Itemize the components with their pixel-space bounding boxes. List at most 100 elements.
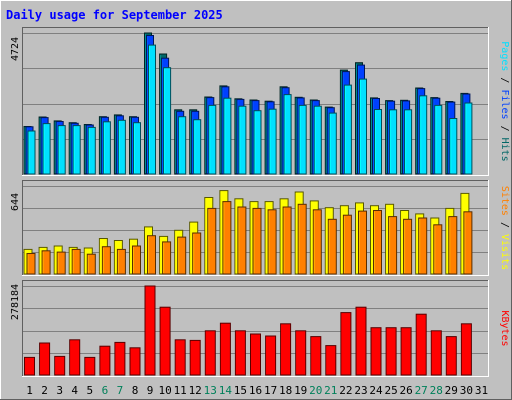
- bar-sites-day-10: [162, 241, 172, 275]
- panel-hits-files-pages: 4724 Pages / Files / Hits: [10, 27, 510, 176]
- legend-entry-sites: Sites: [499, 186, 510, 216]
- bar-kbytes-day-30: [460, 323, 472, 376]
- bar-sites-day-2: [41, 250, 51, 275]
- bar-kbytes-day-26: [400, 327, 412, 376]
- bar-sites-day-27: [418, 217, 428, 275]
- x-tick-label-day-17: 17: [264, 384, 277, 397]
- bar-sites-day-24: [373, 210, 382, 275]
- x-tick-label-day-8: 8: [132, 384, 139, 397]
- bar-pages-day-9: [148, 44, 156, 175]
- bar-sites-day-8: [132, 245, 141, 275]
- x-tick-label-day-1: 1: [26, 384, 33, 397]
- bar-sites-day-5: [86, 253, 96, 275]
- bar-pages-day-12: [193, 119, 202, 175]
- bar-pages-day-24: [374, 109, 382, 175]
- x-tick-label-day-14: 14: [219, 384, 233, 397]
- bar-kbytes-day-27: [415, 313, 427, 376]
- bar-pages-day-25: [389, 109, 398, 175]
- bar-sites-day-29: [448, 216, 458, 275]
- bar-kbytes-day-13: [204, 330, 216, 376]
- bar-sites-day-25: [388, 216, 398, 275]
- x-tick-label-day-29: 29: [445, 384, 458, 397]
- bar-pages-day-28: [434, 104, 443, 175]
- chart-panels: 4724 Pages / Files / Hits 644 Sites / Visit…: [10, 27, 510, 377]
- bar-pages-day-19: [298, 104, 307, 175]
- bar-kbytes-day-21: [325, 345, 337, 376]
- legend-entry-hits: Hits: [499, 138, 510, 162]
- bar-kbytes-day-3: [54, 355, 66, 376]
- x-tick-label-day-9: 9: [147, 384, 154, 397]
- legend-separator: /: [499, 216, 510, 234]
- bar-sites-day-20: [312, 209, 322, 275]
- bar-pages-day-22: [343, 84, 352, 175]
- bar-sites-day-14: [222, 201, 232, 275]
- x-tick-label-day-31: 31: [475, 384, 488, 397]
- bar-sites-day-16: [252, 207, 262, 275]
- bar-sites-day-23: [358, 210, 367, 275]
- bar-pages-day-17: [268, 108, 277, 175]
- legend-visits-sites: Sites / Visits: [499, 186, 510, 270]
- bar-kbytes-day-29: [445, 336, 457, 376]
- bar-pages-day-21: [328, 112, 337, 175]
- bar-sites-day-17: [267, 209, 277, 275]
- bar-pages-day-3: [57, 125, 66, 175]
- legend-separator: /: [499, 71, 510, 89]
- x-tick-label-day-27: 27: [415, 384, 428, 397]
- bar-kbytes-day-15: [234, 330, 246, 376]
- bar-pages-day-29: [449, 118, 458, 175]
- bar-sites-day-18: [282, 206, 292, 275]
- x-tick-label-day-2: 2: [41, 384, 48, 397]
- bar-pages-day-23: [359, 78, 367, 175]
- legend-entry-visits: Visits: [499, 234, 510, 270]
- x-axis-tick-labels: 1 2 3 4 5 6 7 8 9 10 11 12 13 14 15 16 17 18 19 20 21 22 23 24 2…: [26, 384, 488, 397]
- legend-entry-kbytes: KBytes: [499, 310, 510, 346]
- bar-kbytes-day-17: [265, 335, 277, 376]
- bar-pages-day-1: [27, 130, 36, 175]
- bar-pages-day-10: [163, 67, 172, 175]
- bar-kbytes-day-9: [144, 285, 156, 376]
- bar-pages-day-26: [404, 109, 413, 175]
- bar-sites-day-21: [327, 218, 337, 275]
- bar-pages-day-5: [87, 126, 96, 175]
- bar-sites-day-11: [177, 236, 187, 275]
- x-tick-label-day-16: 16: [249, 384, 262, 397]
- bar-kbytes-day-10: [159, 306, 171, 376]
- bar-kbytes-day-6: [99, 345, 111, 376]
- bar-pages-day-20: [313, 105, 322, 175]
- bar-kbytes-day-7: [114, 341, 126, 376]
- bar-kbytes-day-5: [84, 356, 96, 376]
- bar-kbytes-day-11: [174, 339, 186, 376]
- bar-sites-day-26: [403, 218, 413, 275]
- bar-sites-day-22: [342, 214, 352, 275]
- bar-sites-day-13: [207, 207, 217, 275]
- bar-sites-day-4: [71, 248, 81, 275]
- x-tick-label-day-28: 28: [430, 384, 443, 397]
- bar-sites-day-28: [433, 224, 443, 275]
- legend-hits-files-pages: Pages / Files / Hits: [499, 41, 510, 161]
- bar-kbytes-day-8: [129, 347, 141, 376]
- bar-pages-day-15: [238, 105, 247, 175]
- bar-kbytes-day-24: [370, 327, 382, 376]
- bar-pages-day-18: [283, 94, 292, 175]
- x-tick-label-day-10: 10: [158, 384, 171, 397]
- x-tick-label-day-18: 18: [279, 384, 292, 397]
- x-tick-label-day-24: 24: [369, 384, 383, 397]
- x-tick-label-day-13: 13: [204, 384, 217, 397]
- panel-kbytes: 278184 KBytes: [10, 280, 510, 377]
- x-tick-label-day-30: 30: [460, 384, 473, 397]
- x-tick-label-day-23: 23: [354, 384, 367, 397]
- panel-visits-sites: 644 Sites / Visits: [10, 180, 510, 276]
- bar-kbytes-day-4: [69, 339, 81, 376]
- bar-sites-day-1: [26, 253, 36, 275]
- bar-pages-day-8: [133, 122, 141, 175]
- x-tick-label-day-7: 7: [117, 384, 124, 397]
- bar-pages-day-16: [253, 110, 262, 175]
- bar-kbytes-day-23: [355, 306, 367, 376]
- x-tick-label-day-15: 15: [234, 384, 247, 397]
- bar-kbytes-day-28: [430, 330, 442, 376]
- bar-pages-day-30: [464, 102, 473, 175]
- x-tick-label-day-21: 21: [324, 384, 337, 397]
- bar-sites-day-30: [463, 211, 473, 275]
- legend-separator: /: [499, 120, 510, 138]
- bar-sites-day-7: [116, 248, 126, 275]
